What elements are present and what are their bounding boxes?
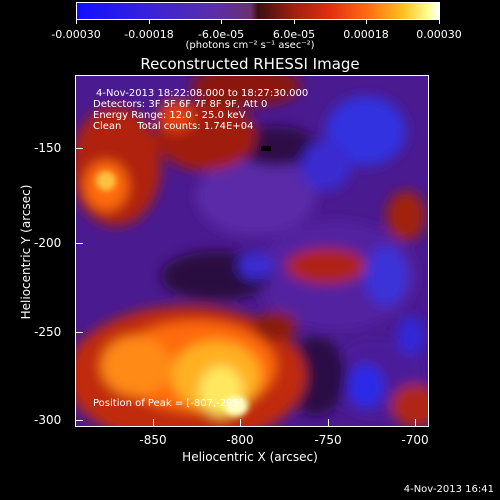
colorbar: [76, 2, 440, 20]
solar-image-panel: 4-Nov-2013 18:22:08.000 to 18:27:30.000 …: [75, 75, 429, 427]
colorbar-tick: [366, 20, 367, 24]
x-tick: [240, 419, 241, 427]
y-tick-label: -250: [34, 325, 62, 339]
peak-position: Position of Peak = [-807,-295]: [93, 398, 243, 409]
x-tick-label: -700: [401, 433, 429, 447]
y-tick-label: -300: [34, 413, 62, 427]
colorbar-label: -0.00018: [124, 28, 174, 41]
y-tick-label: -200: [34, 236, 62, 250]
x-tick-label: -850: [139, 433, 167, 447]
x-tick-label: -750: [314, 433, 342, 447]
y-tick: [75, 420, 83, 421]
colorbar-label: -6.0e-05: [197, 28, 245, 41]
energy-range-info: Energy Range: 12.0 - 25.0 keV: [93, 110, 246, 121]
colorbar-label: 0.00018: [343, 28, 389, 41]
x-tick: [328, 419, 329, 427]
y-tick: [75, 148, 83, 149]
colorbar-tick: [439, 20, 440, 24]
x-tick: [153, 419, 154, 427]
timestamp: 4-Nov-2013 16:41: [403, 484, 494, 495]
y-tick: [75, 243, 83, 244]
y-tick-label: -150: [34, 141, 62, 155]
solar-image: [76, 76, 428, 426]
colorbar-label: 6.0e-05: [272, 28, 316, 41]
colorbar-tick: [294, 20, 295, 24]
y-tick: [75, 332, 83, 333]
colorbar-tick: [149, 20, 150, 24]
colorbar-tick: [76, 20, 77, 24]
colorbar-label: -0.00030: [51, 28, 101, 41]
y-axis-label: Heliocentric Y (arcsec): [19, 184, 33, 320]
x-axis-label: Heliocentric X (arcsec): [182, 450, 318, 464]
colorbar-tick: [221, 20, 222, 24]
image-title: Reconstructed RHESSI Image: [140, 55, 360, 73]
clean-info: Clean Total counts: 1.74E+04: [93, 121, 254, 132]
observation-time: 4-Nov-2013 18:22:08.000 to 18:27:30.000: [96, 88, 309, 99]
detectors-info: Detectors: 3F 5F 6F 7F 8F 9F, Att 0: [93, 99, 268, 110]
x-tick-label: -800: [226, 433, 254, 447]
colorbar-label: 0.00030: [416, 28, 462, 41]
x-tick: [415, 419, 416, 427]
colorbar-units: (photons cm⁻² s⁻¹ asec⁻²): [185, 40, 315, 51]
